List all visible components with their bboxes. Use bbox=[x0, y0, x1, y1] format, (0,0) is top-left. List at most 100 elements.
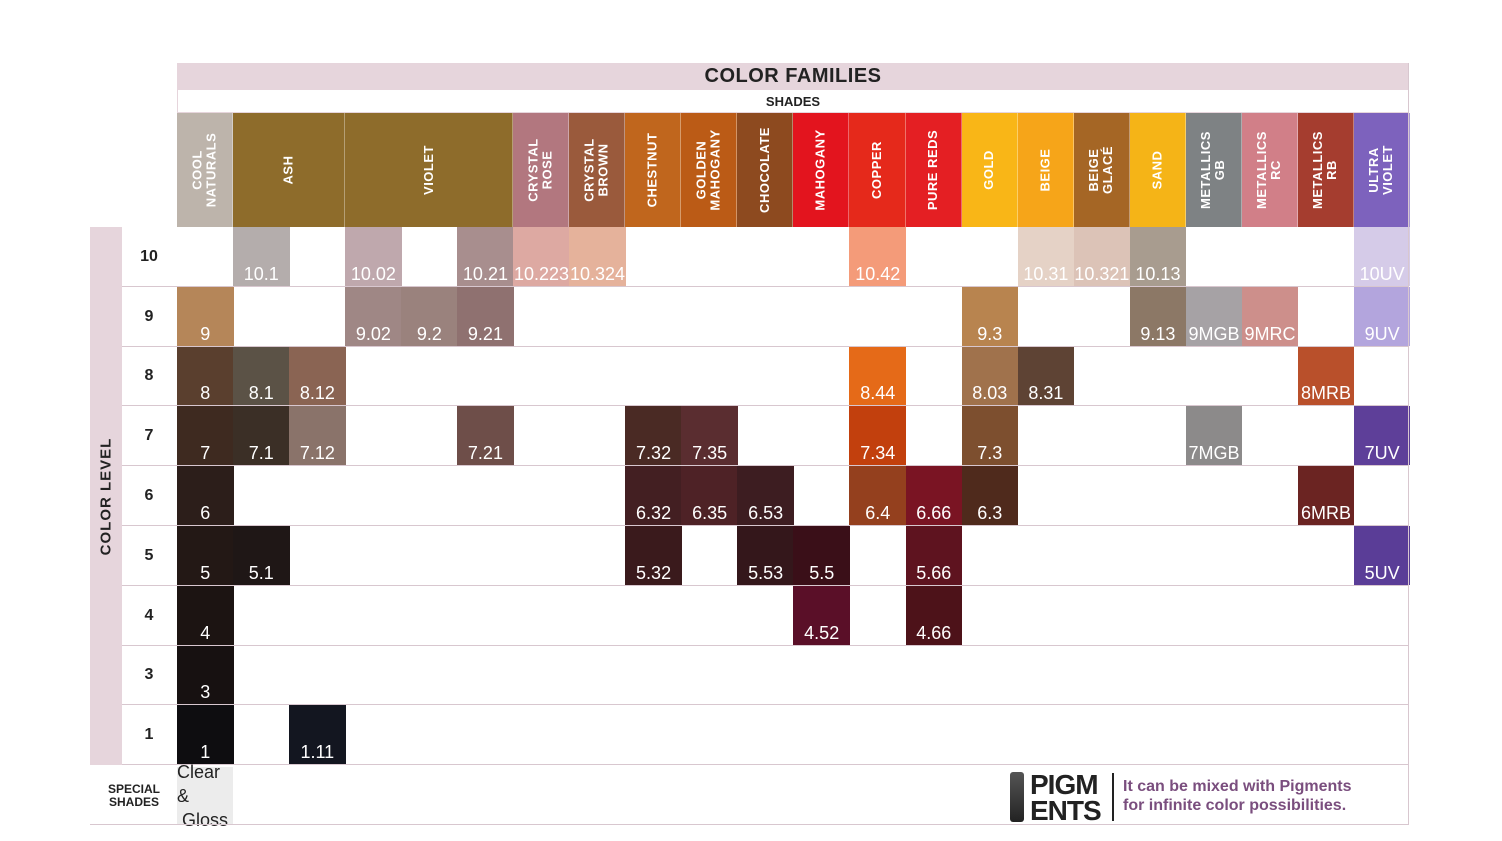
shade-swatch-6mrb[interactable]: 6MRB bbox=[1297, 466, 1355, 525]
bottom-rule bbox=[90, 824, 1409, 825]
family-header-mahogany: MAHOGANY bbox=[793, 113, 850, 227]
shade-swatch-10-21[interactable]: 10.21 bbox=[457, 227, 514, 286]
shade-swatch-5uv[interactable]: 5UV bbox=[1353, 526, 1411, 585]
shade-swatch-8-1[interactable]: 8.1 bbox=[233, 346, 290, 406]
shade-swatch-4[interactable]: 4 bbox=[177, 585, 234, 645]
shade-label: 3 bbox=[200, 682, 211, 703]
pigments-tagline: It can be mixed with Pigments for infini… bbox=[1123, 778, 1352, 814]
shade-swatch-3[interactable]: 3 bbox=[177, 645, 234, 705]
shade-swatch-10-321[interactable]: 10.321 bbox=[1073, 227, 1131, 286]
shade-label: 7UV bbox=[1364, 443, 1400, 464]
family-label: PURE REDS bbox=[925, 129, 941, 211]
shade-swatch-6-53[interactable]: 6.53 bbox=[737, 466, 794, 525]
shade-swatch-10-13[interactable]: 10.13 bbox=[1129, 227, 1187, 286]
shade-swatch-9-13[interactable]: 9.13 bbox=[1129, 286, 1187, 346]
shade-swatch-8-12[interactable]: 8.12 bbox=[289, 346, 346, 406]
shade-swatch-5-66[interactable]: 5.66 bbox=[905, 526, 963, 585]
family-header-crystal-rose: CRYSTAL ROSE bbox=[513, 113, 570, 227]
shade-swatch-6-66[interactable]: 6.66 bbox=[905, 466, 963, 525]
shade-label: 10.321 bbox=[1074, 263, 1130, 284]
family-label: GOLD bbox=[981, 150, 997, 190]
shade-swatch-9mrc[interactable]: 9MRC bbox=[1241, 286, 1299, 346]
row-divider bbox=[122, 704, 1409, 706]
shade-swatch-9[interactable]: 9 bbox=[177, 286, 234, 346]
shade-swatch-9uv[interactable]: 9UV bbox=[1353, 286, 1411, 346]
shade-label: 5.5 bbox=[809, 562, 835, 583]
shade-swatch-10uv[interactable]: 10UV bbox=[1353, 227, 1411, 286]
shade-swatch-6-32[interactable]: 6.32 bbox=[625, 466, 682, 525]
shade-swatch-10-1[interactable]: 10.1 bbox=[233, 227, 290, 286]
family-label: METALLICS GB bbox=[1198, 131, 1228, 209]
shade-swatch-9-02[interactable]: 9.02 bbox=[345, 286, 402, 346]
shade-label: 7MGB bbox=[1188, 443, 1240, 464]
clear-gloss-line2: Gloss bbox=[181, 809, 228, 830]
shade-label: 8.44 bbox=[860, 383, 896, 404]
shade-swatch-10-324[interactable]: 10.324 bbox=[569, 227, 626, 286]
shade-swatch-6-4[interactable]: 6.4 bbox=[849, 466, 906, 525]
shade-swatch-10-31[interactable]: 10.31 bbox=[1017, 227, 1075, 286]
shade-swatch-10-42[interactable]: 10.42 bbox=[849, 227, 906, 286]
family-label: MAHOGANY bbox=[812, 129, 828, 211]
shade-label: 10UV bbox=[1359, 263, 1405, 284]
family-label: COOL NATURALS bbox=[189, 132, 219, 208]
shade-swatch-6-3[interactable]: 6.3 bbox=[961, 466, 1019, 525]
shade-swatch-8[interactable]: 8 bbox=[177, 346, 234, 406]
row-divider bbox=[122, 644, 1409, 646]
shade-swatch-9-3[interactable]: 9.3 bbox=[961, 286, 1019, 346]
shade-swatch-6[interactable]: 6 bbox=[177, 466, 234, 525]
shade-swatch-6-35[interactable]: 6.35 bbox=[681, 466, 738, 525]
shade-swatch-5[interactable]: 5 bbox=[177, 526, 234, 585]
shade-swatch-4-66[interactable]: 4.66 bbox=[905, 585, 963, 645]
shade-label: 6.32 bbox=[636, 502, 672, 523]
shade-swatch-8-03[interactable]: 8.03 bbox=[961, 346, 1019, 406]
shade-label: 7.32 bbox=[636, 443, 672, 464]
shade-swatch-7mgb[interactable]: 7MGB bbox=[1185, 406, 1243, 466]
family-label: ULTRA VIOLET bbox=[1366, 145, 1396, 195]
shade-label: 6.53 bbox=[748, 502, 784, 523]
shade-swatch-7[interactable]: 7 bbox=[177, 406, 234, 466]
shade-swatch-1[interactable]: 1 bbox=[177, 705, 234, 765]
shade-swatch-1-11[interactable]: 1.11 bbox=[289, 705, 346, 765]
row-divider bbox=[122, 345, 1409, 347]
chart-title: COLOR FAMILIES bbox=[177, 63, 1409, 89]
level-number-1: 1 bbox=[144, 726, 154, 744]
pigments-bottle-icon bbox=[1010, 772, 1024, 822]
shade-label: 10.42 bbox=[855, 263, 901, 284]
shade-swatch-4-52[interactable]: 4.52 bbox=[793, 585, 850, 645]
shade-swatch-5-32[interactable]: 5.32 bbox=[625, 526, 682, 585]
shade-label: 9 bbox=[200, 323, 211, 344]
family-header-cool-naturals: COOL NATURALS bbox=[177, 113, 234, 227]
shade-swatch-5-1[interactable]: 5.1 bbox=[233, 526, 290, 585]
shade-swatch-9-21[interactable]: 9.21 bbox=[457, 286, 514, 346]
row-divider bbox=[122, 405, 1409, 407]
shade-swatch-7-21[interactable]: 7.21 bbox=[457, 406, 514, 466]
row-divider bbox=[122, 465, 1409, 467]
shade-swatch-10-02[interactable]: 10.02 bbox=[345, 227, 402, 286]
shade-label: 9.02 bbox=[355, 323, 391, 344]
family-label: GOLDEN MAHOGANY bbox=[693, 129, 723, 211]
shade-swatch-8-31[interactable]: 8.31 bbox=[1017, 346, 1075, 406]
shade-swatch-7-32[interactable]: 7.32 bbox=[625, 406, 682, 466]
shade-swatch-9-2[interactable]: 9.2 bbox=[401, 286, 458, 346]
shade-swatch-7-34[interactable]: 7.34 bbox=[849, 406, 906, 466]
shade-swatch-8mrb[interactable]: 8MRB bbox=[1297, 346, 1355, 406]
shade-label: 1.11 bbox=[300, 742, 335, 763]
shade-swatch-5-53[interactable]: 5.53 bbox=[737, 526, 794, 585]
shade-swatch-7-35[interactable]: 7.35 bbox=[681, 406, 738, 466]
shade-label: 1 bbox=[200, 742, 211, 763]
shade-swatch-5-5[interactable]: 5.5 bbox=[793, 526, 850, 585]
shade-label: 7.1 bbox=[248, 443, 274, 464]
shade-swatch-9mgb[interactable]: 9MGB bbox=[1185, 286, 1243, 346]
family-label: METALLICS RB bbox=[1310, 131, 1340, 209]
shade-swatch-7uv[interactable]: 7UV bbox=[1353, 406, 1411, 466]
shade-label: 9.2 bbox=[416, 323, 442, 344]
shade-swatch-7-1[interactable]: 7.1 bbox=[233, 406, 290, 466]
shade-swatch-10-223[interactable]: 10.223 bbox=[513, 227, 570, 286]
shade-swatch-7-12[interactable]: 7.12 bbox=[289, 406, 346, 466]
shade-label: 8.03 bbox=[972, 383, 1008, 404]
family-header-chestnut: CHESTNUT bbox=[625, 113, 682, 227]
color-level-strip: COLOR LEVEL bbox=[90, 227, 122, 765]
shade-label: 5.1 bbox=[248, 562, 274, 583]
shade-swatch-8-44[interactable]: 8.44 bbox=[849, 346, 906, 406]
shade-swatch-7-3[interactable]: 7.3 bbox=[961, 406, 1019, 466]
